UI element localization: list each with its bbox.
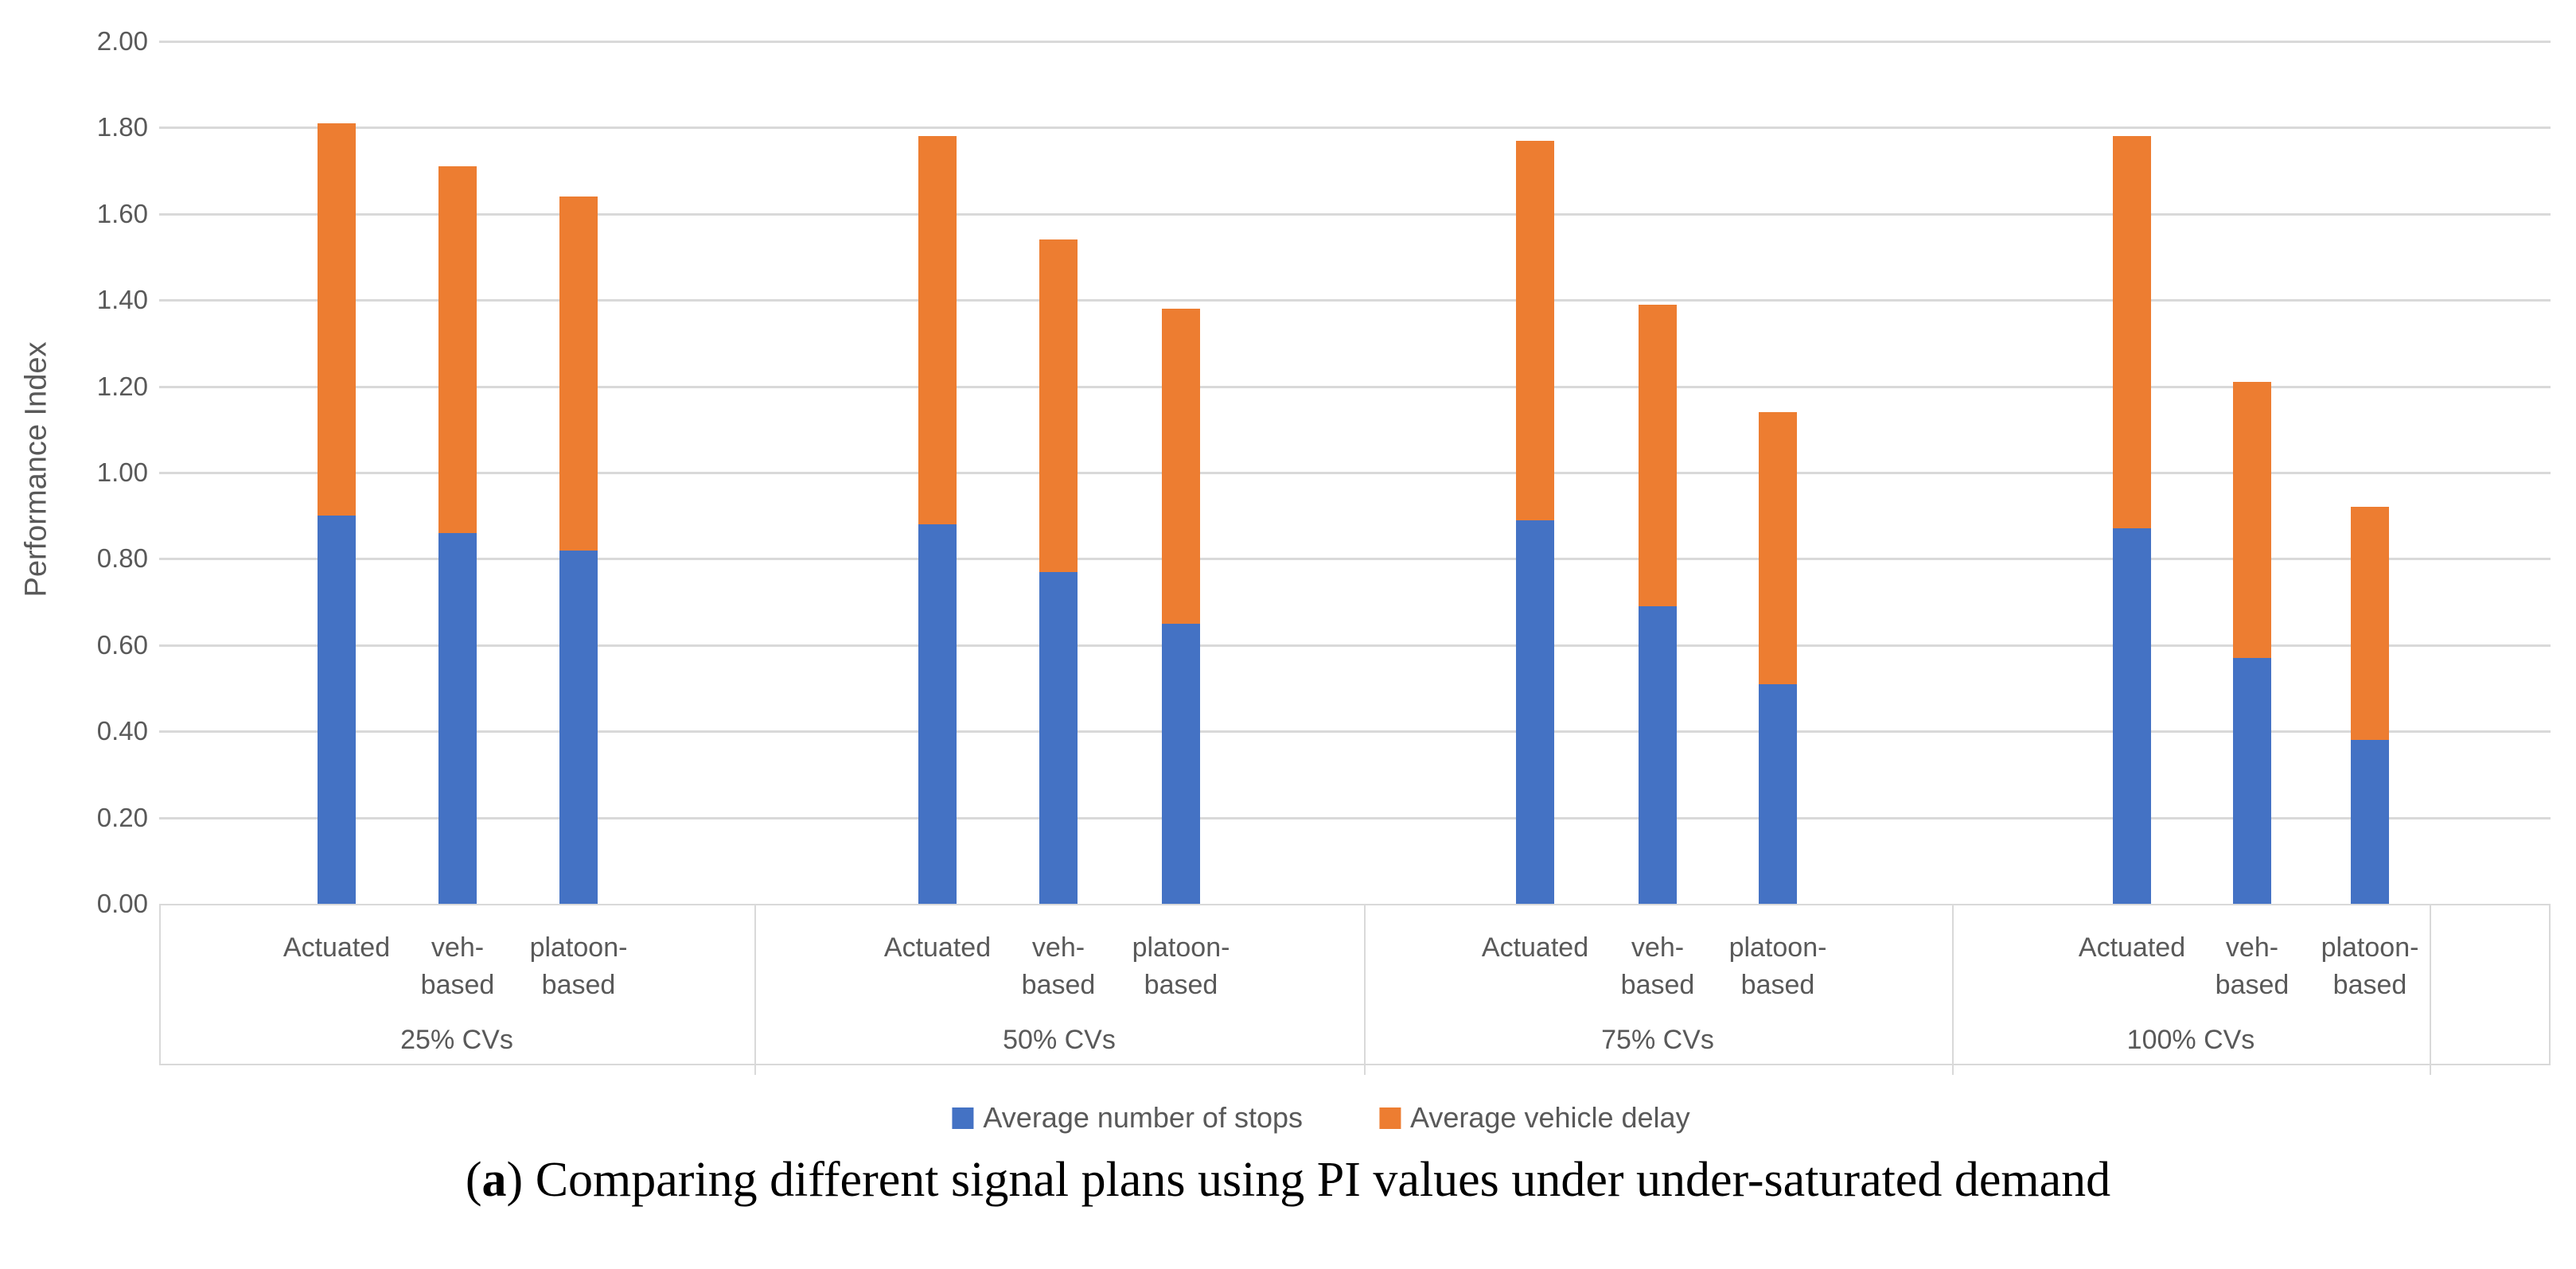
figure-caption: (a) Comparing different signal plans usi…	[0, 1152, 2576, 1209]
bar-segment-stops	[2113, 528, 2151, 904]
legend-label-delay: Average vehicle delay	[1410, 1101, 1690, 1134]
bar-segment-stops	[2351, 740, 2389, 904]
bar-segment-stops	[559, 550, 598, 904]
caption-letter: a	[481, 1153, 507, 1207]
gridline	[159, 299, 2551, 302]
gridline	[159, 472, 2551, 474]
bar-segment-delay	[1516, 140, 1554, 520]
group-label: 100% CVs	[2126, 1025, 2255, 1055]
y-tick-label: 0.60	[96, 629, 148, 660]
legend-item-delay: Average vehicle delay	[1379, 1101, 1690, 1135]
plan-label: Actuated	[283, 932, 391, 963]
bar-segment-stops	[438, 532, 477, 904]
bar-segment-stops	[918, 524, 957, 904]
group-label: 50% CVs	[1003, 1025, 1116, 1055]
bar-segment-delay	[2351, 507, 2389, 741]
plan-label: veh-based	[1620, 932, 1695, 1000]
bar-segment-delay	[918, 136, 957, 525]
y-tick-label: 1.60	[96, 198, 148, 228]
category-axis-box	[159, 904, 2551, 1065]
legend: Average number of stops Average vehicle …	[952, 1101, 1690, 1135]
bar-segment-delay	[559, 197, 598, 551]
y-tick-label: 1.80	[96, 112, 148, 142]
bar-segment-stops	[1162, 623, 1200, 904]
gridline	[159, 385, 2551, 388]
plan-label: Actuated	[1481, 932, 1589, 963]
plan-label: veh-based	[1021, 932, 1096, 1000]
plan-label: veh-based	[2215, 932, 2290, 1000]
bar-segment-delay	[1759, 412, 1797, 684]
category-divider	[1364, 905, 1366, 1075]
category-divider	[754, 905, 756, 1075]
y-tick-label: 0.20	[96, 802, 148, 832]
bar-segment-stops	[1516, 520, 1554, 904]
legend-item-stops: Average number of stops	[952, 1101, 1303, 1135]
plan-label: Actuated	[2078, 932, 2186, 963]
bar-segment-stops	[2233, 658, 2271, 904]
gridline	[159, 41, 2551, 43]
gridline	[159, 644, 2551, 647]
bar-segment-delay	[2113, 136, 2151, 529]
bar-segment-stops	[1639, 606, 1677, 904]
legend-label-stops: Average number of stops	[983, 1101, 1304, 1134]
y-tick-label: 1.40	[96, 285, 148, 315]
caption-paren: (	[465, 1153, 482, 1207]
gridline	[159, 212, 2551, 216]
bar-segment-delay	[1162, 309, 1200, 624]
gridline	[159, 127, 2551, 130]
bar-segment-delay	[1039, 239, 1078, 572]
y-tick-label: 0.40	[96, 716, 148, 746]
group-label: 25% CVs	[400, 1025, 513, 1055]
group-label: 75% CVs	[1601, 1025, 1714, 1055]
caption-text: ) Comparing different signal plans using…	[506, 1153, 2111, 1207]
bar-segment-stops	[318, 516, 356, 904]
y-tick-label: 0.80	[96, 543, 148, 574]
plan-label: Actuated	[883, 932, 992, 963]
bar-segment-delay	[438, 166, 477, 533]
y-tick-label: 0.00	[96, 889, 148, 918]
gridline	[159, 816, 2551, 819]
y-tick-label: 1.00	[96, 457, 148, 487]
bar-segment-delay	[1639, 304, 1677, 606]
y-tick-label: 1.20	[96, 371, 148, 401]
legend-swatch-delay-icon	[1379, 1107, 1401, 1129]
plan-label: veh-based	[420, 932, 495, 1000]
plan-label: platoon-based	[529, 932, 628, 1000]
legend-swatch-stops-icon	[952, 1107, 974, 1129]
bar-segment-delay	[318, 123, 356, 516]
bar-segment-stops	[1039, 571, 1078, 904]
y-tick-label: 2.00	[96, 26, 148, 56]
category-divider	[1952, 905, 1954, 1075]
plan-label: platoon-based	[2321, 932, 2419, 1000]
gridline	[159, 730, 2551, 734]
bar-segment-stops	[1759, 683, 1797, 904]
bar-segment-delay	[2233, 382, 2271, 659]
plan-label: platoon-based	[1728, 932, 1827, 1000]
plan-label: platoon-based	[1132, 932, 1230, 1000]
gridline	[159, 558, 2551, 561]
category-divider	[2430, 905, 2431, 1075]
